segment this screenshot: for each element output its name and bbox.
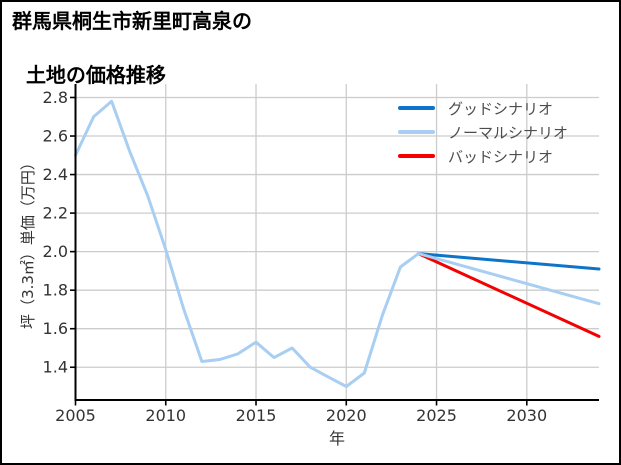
svg-text:2030: 2030 [506, 406, 547, 425]
legend-label-bad: バッドシナリオ [448, 147, 554, 166]
chart-title-line1: 群馬県桐生市新里町高泉の [12, 9, 252, 33]
svg-text:2015: 2015 [236, 406, 277, 425]
svg-text:2.2: 2.2 [43, 204, 68, 223]
svg-text:1.6: 1.6 [43, 319, 68, 338]
svg-text:2020: 2020 [326, 406, 367, 425]
svg-text:1.4: 1.4 [43, 358, 68, 377]
svg-text:2.4: 2.4 [43, 165, 68, 184]
chart-legend: グッドシナリオ ノーマルシナリオ バッドシナリオ [398, 96, 568, 168]
legend-item-bad-scenario: バッドシナリオ [398, 144, 568, 168]
legend-label-good: グッドシナリオ [448, 99, 554, 118]
x-axis-label: 年 [328, 429, 345, 448]
good-scenario-line-swatch [398, 106, 435, 110]
y-axis-label: 坪（3.3㎡）単価（万円） [19, 155, 37, 329]
svg-text:2025: 2025 [416, 406, 457, 425]
svg-text:2.6: 2.6 [43, 127, 68, 146]
legend-item-normal-scenario: ノーマルシナリオ [398, 120, 568, 144]
normal-scenario-line-swatch [398, 130, 435, 134]
svg-text:2.0: 2.0 [43, 242, 68, 261]
bad-scenario-line-swatch [398, 154, 435, 158]
chart-title-line2: 土地の価格推移 [25, 63, 166, 87]
svg-text:2.8: 2.8 [43, 88, 68, 107]
chart-title: 群馬県桐生市新里町高泉の 土地の価格推移 [12, 8, 252, 89]
svg-text:2005: 2005 [55, 406, 96, 425]
svg-text:1.8: 1.8 [43, 281, 68, 300]
legend-item-good-scenario: グッドシナリオ [398, 96, 568, 120]
legend-label-normal: ノーマルシナリオ [448, 123, 569, 142]
svg-text:2010: 2010 [145, 406, 186, 425]
